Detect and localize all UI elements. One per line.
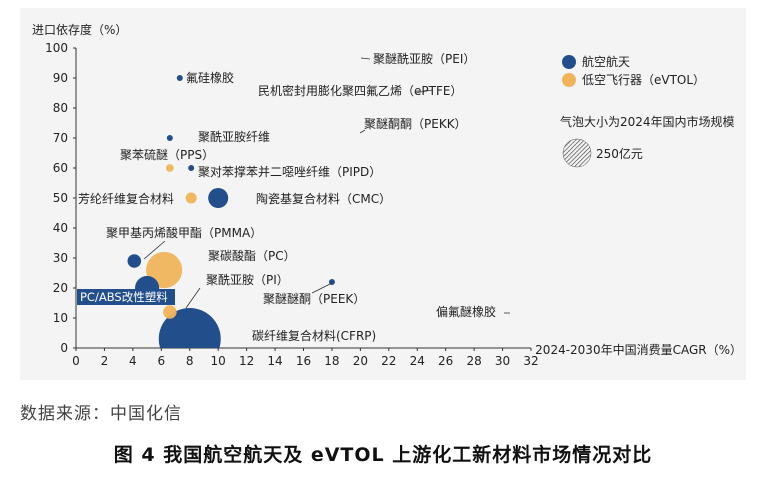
- x-tick-label: 0: [72, 354, 80, 368]
- leader-line: [311, 282, 333, 294]
- y-tick-label: 90: [53, 71, 68, 85]
- label-box: [77, 289, 175, 305]
- y-tick-label: 10: [53, 311, 68, 325]
- bubble-label-15: 偏氟醚橡胶: [436, 304, 496, 319]
- bubble-8: [188, 165, 195, 171]
- y-tick-label: 40: [53, 221, 68, 235]
- bubble-6: [185, 192, 197, 204]
- x-tick-label: 28: [466, 354, 481, 368]
- bubble-9: [166, 135, 173, 141]
- y-tick-label: 60: [53, 161, 68, 175]
- source-note: 数据来源：中国化信: [20, 404, 182, 424]
- legend: 航空航天 低空飞行器（eVTOL） 气泡大小为2024年国内市场规模 250亿元: [560, 54, 735, 168]
- axes: 0 2 4 6 8 10 12 14 16 18 20 22 24 26 28 30 3201020304050…: [45, 41, 539, 368]
- y-tick-label: 100: [45, 41, 68, 55]
- legend-marker-evtol: [562, 73, 576, 87]
- x-tick-label: 30: [495, 354, 510, 368]
- x-tick-label: 2: [101, 354, 109, 368]
- size-legend-bubble: [562, 138, 592, 168]
- bubble-5: [208, 188, 229, 208]
- leader-line: [360, 57, 371, 60]
- y-tick-label: 0: [60, 341, 68, 355]
- y-tick-label: 80: [53, 101, 68, 115]
- bubble-label-0: 碳纤维复合材料(CFRP): [252, 328, 376, 343]
- x-tick-label: 22: [381, 354, 396, 368]
- legend-label-aerospace: 航空航天: [582, 54, 630, 69]
- bubble-0: [158, 308, 221, 348]
- y-tick-label: 20: [53, 281, 68, 295]
- y-tick-label: 70: [53, 131, 68, 145]
- x-tick-label: 16: [296, 354, 311, 368]
- bubble-4: [127, 254, 142, 268]
- bubble-label-13: 民机密封用膨化聚四氟乙烯（ePTFE）: [258, 83, 462, 98]
- bubble-chart: 进口依存度（%） 2024-2030年中国消费量CAGR（%） 0 2 4 6 8 10 1…: [32, 22, 742, 368]
- legend-marker-aerospace: [562, 55, 576, 69]
- bubble-label-11: 聚醚醚酮（PEEK）: [263, 292, 365, 306]
- x-tick-label: 18: [324, 354, 339, 368]
- bubble-10: [176, 75, 183, 81]
- x-tick-label: 26: [438, 354, 453, 368]
- bubble-label-14: 聚醚酮酮（PEKK）: [364, 117, 467, 131]
- x-tick-label: 10: [211, 354, 226, 368]
- x-tick-label: 12: [239, 354, 254, 368]
- size-legend-title: 气泡大小为2024年国内市场规模: [560, 114, 735, 129]
- figure-caption: 图 4 我国航空航天及 eVTOL 上游化工新材料市场情况对比: [113, 444, 653, 466]
- bubble-label-1: PC/ABS改性塑料: [80, 290, 168, 304]
- x-tick-label: 32: [523, 354, 538, 368]
- size-legend-label: 250亿元: [596, 146, 643, 161]
- bubble-label-7: 聚苯硫醚（PPS）: [120, 147, 214, 162]
- x-axis-label: 2024-2030年中国消费量CAGR（%）: [535, 342, 742, 357]
- y-tick-label: 50: [53, 191, 68, 205]
- y-axis-label: 进口依存度（%）: [32, 22, 127, 37]
- leader-line: [185, 287, 201, 309]
- bubbles: [127, 75, 335, 348]
- x-tick-label: 24: [410, 354, 425, 368]
- x-tick-label: 8: [186, 354, 194, 368]
- bubble-label-2: 聚碳酸酯（PC）: [208, 248, 296, 263]
- bubble-3: [163, 305, 177, 319]
- bubble-labels: 碳纤维复合材料(CFRP) PC/ABS改性塑料 聚碳酸酯（PC） 聚酰亚胺（PI） 聚…: [77, 52, 510, 343]
- bubble-label-3: 聚酰亚胺（PI）: [206, 273, 289, 287]
- x-tick-label: 6: [157, 354, 165, 368]
- bubble-label-4: 聚甲基丙烯酸甲酯（PMMA）: [106, 225, 262, 240]
- bubble-label-12: 聚醚酰亚胺（PEI）: [373, 52, 475, 66]
- y-tick-label: 30: [53, 251, 68, 265]
- chart-panel: 进口依存度（%） 2024-2030年中国消费量CAGR（%） 0 2 4 6 8 10 1…: [20, 8, 746, 380]
- legend-label-evtol: 低空飞行器（eVTOL）: [582, 73, 705, 87]
- x-tick-label: 20: [353, 354, 368, 368]
- bubble-label-10: 氟硅橡胶: [186, 70, 234, 85]
- bubble-label-8: 聚对苯撑苯并二噁唑纤维（PIPD）: [198, 164, 381, 179]
- bubble-label-5: 陶瓷基复合材料（CMC）: [256, 191, 391, 206]
- leader-line: [143, 240, 166, 260]
- leader-line: [414, 89, 433, 94]
- leader-line: [359, 129, 366, 134]
- bubble-label-6: 芳纶纤维复合材料: [78, 191, 174, 206]
- bubble-label-9: 聚酰亚胺纤维: [198, 130, 270, 144]
- x-tick-label: 4: [129, 354, 137, 368]
- bubble-7: [165, 164, 174, 172]
- x-tick-label: 14: [267, 354, 282, 368]
